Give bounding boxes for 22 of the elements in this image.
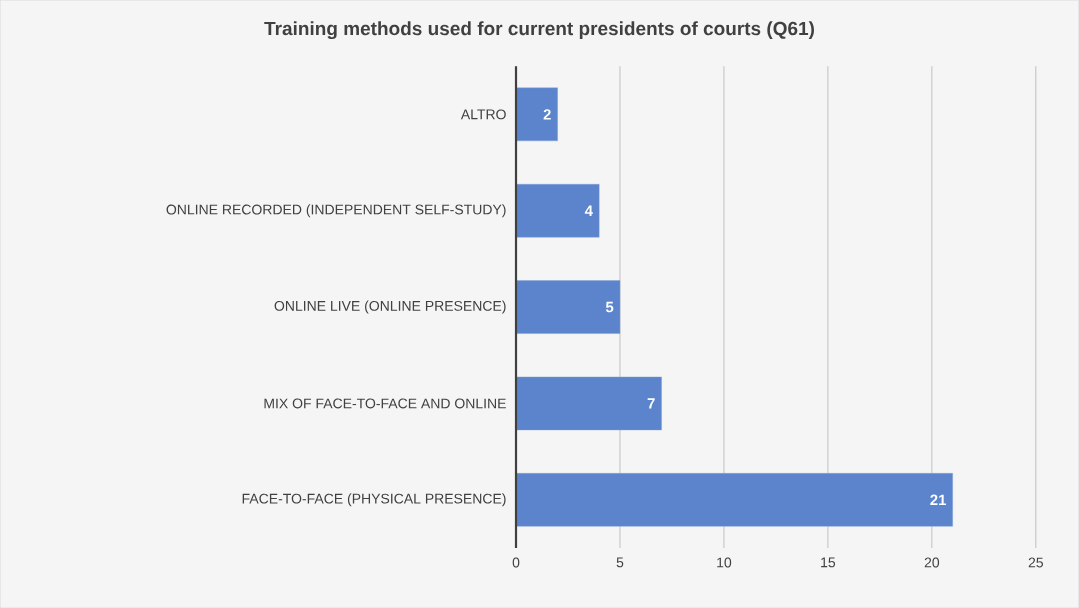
bar [515, 183, 600, 238]
y-tick-label: FACE-TO-FACE (PHYSICAL PRESENCE) [242, 493, 506, 507]
x-tick-label: 0 [512, 557, 520, 568]
data-label: 7 [647, 398, 655, 409]
x-tick-label: 20 [924, 557, 940, 568]
bar [515, 280, 621, 334]
chart-title: Training methods used for current presidents of courts (Q61) [264, 21, 814, 39]
y-tick-label: ALTRO [460, 109, 506, 120]
bar [515, 87, 558, 141]
x-tick-label: 5 [616, 557, 624, 568]
y-tick-label: ONLINE RECORDED (INDEPENDENT SELF-STUDY) [166, 204, 506, 218]
x-tick-label: 15 [821, 557, 836, 568]
y-tick-label: MIX OF FACE-TO-FACE AND ONLINE [264, 398, 506, 409]
data-label: 5 [605, 301, 614, 313]
data-label: 21 [930, 494, 947, 505]
bar [515, 473, 953, 527]
x-tick-label: 10 [717, 557, 732, 568]
data-label: 4 [584, 205, 593, 216]
data-label: 2 [543, 109, 551, 120]
y-tick-label: ONLINE LIVE (ONLINE PRESENCE) [274, 300, 506, 314]
bar [515, 376, 662, 431]
x-tick-label: 25 [1028, 557, 1044, 568]
